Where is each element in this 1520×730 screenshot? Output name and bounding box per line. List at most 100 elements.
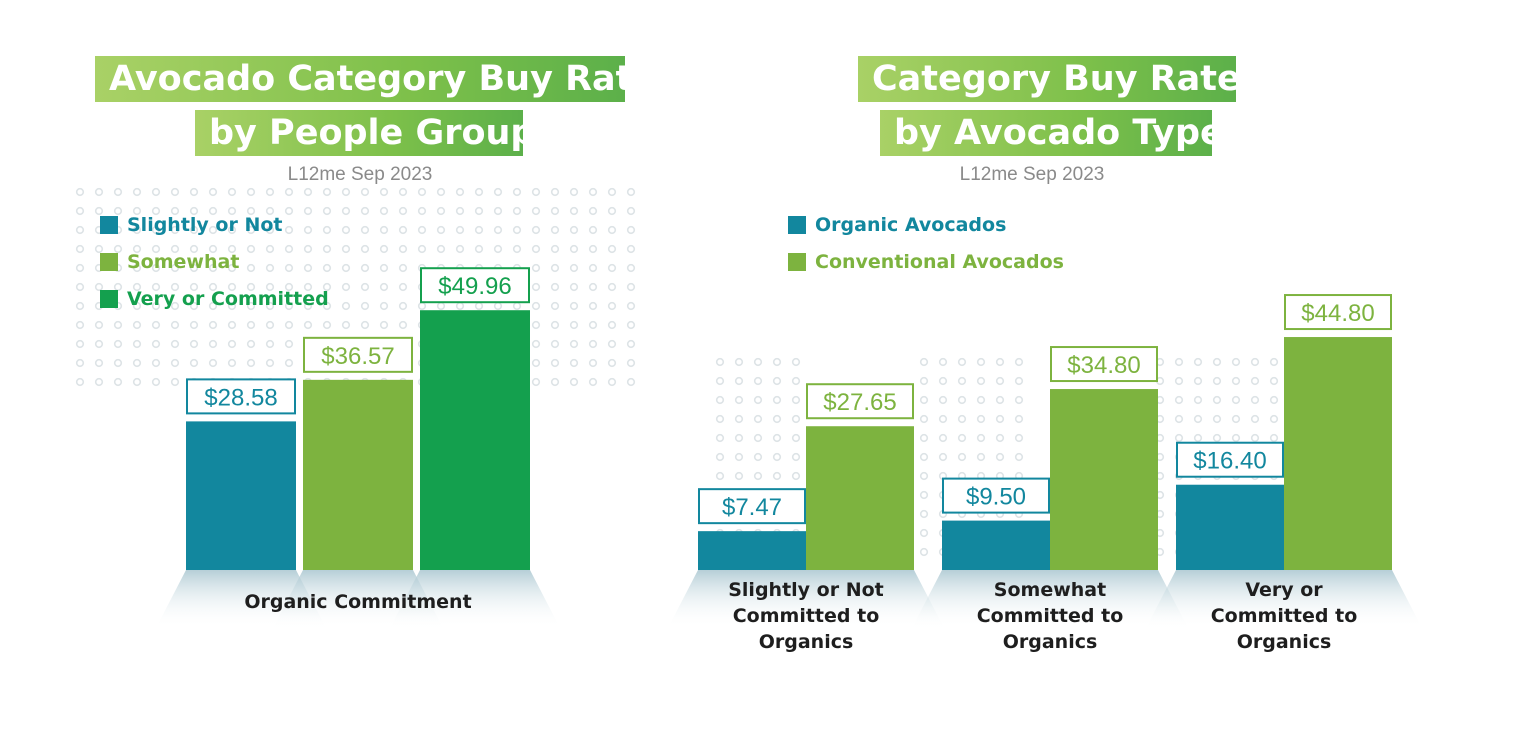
- pattern-dot: [1193, 414, 1203, 424]
- bar-group1-series1: [698, 531, 806, 570]
- pattern-dot: [626, 377, 636, 387]
- pattern-dot: [569, 225, 579, 235]
- pattern-dot: [94, 377, 104, 387]
- pattern-dot: [550, 244, 560, 254]
- value-label: $49.96: [438, 273, 511, 300]
- left-chart-subtitle: L12me Sep 2023: [287, 164, 433, 185]
- pattern-dot: [170, 377, 180, 387]
- pattern-dot: [170, 206, 180, 216]
- category-label-line: Slightly or Not: [728, 579, 884, 601]
- pattern-dot: [455, 206, 465, 216]
- pattern-dot: [607, 377, 617, 387]
- pattern-dot: [189, 301, 199, 311]
- pattern-dot: [607, 244, 617, 254]
- pattern-dot: [791, 414, 801, 424]
- pattern-dot: [919, 414, 929, 424]
- pattern-dot: [791, 357, 801, 367]
- pattern-dot: [1014, 376, 1024, 386]
- pattern-dot: [417, 206, 427, 216]
- pattern-dot: [607, 339, 617, 349]
- pattern-dot: [588, 206, 598, 216]
- pattern-dot: [246, 301, 256, 311]
- pattern-dot: [132, 263, 142, 273]
- pattern-dot: [607, 320, 617, 330]
- left-chart-background: [75, 187, 636, 628]
- pattern-dot: [1269, 433, 1279, 443]
- pattern-dot: [550, 225, 560, 235]
- category-label-line: Organics: [1003, 631, 1098, 653]
- pattern-dot: [531, 301, 541, 311]
- value-label-box: [806, 383, 914, 420]
- pattern-dot: [151, 244, 161, 254]
- pattern-dot: [284, 206, 294, 216]
- pattern-dot: [151, 358, 161, 368]
- pattern-dot: [208, 339, 218, 349]
- pattern-dot: [265, 263, 275, 273]
- pattern-dot: [550, 339, 560, 349]
- pattern-dot: [976, 395, 986, 405]
- pattern-dot: [303, 301, 313, 311]
- pattern-dot: [753, 452, 763, 462]
- value-label-box: [942, 477, 1050, 514]
- category-label-line: Committed to: [733, 605, 880, 627]
- pattern-dot: [303, 187, 313, 197]
- pattern-dot: [75, 358, 85, 368]
- left-legend-item-somewhat: Somewhat: [100, 249, 239, 275]
- pattern-dot: [379, 187, 389, 197]
- pattern-dot: [607, 225, 617, 235]
- pattern-dot: [265, 282, 275, 292]
- pattern-dot: [1174, 376, 1184, 386]
- pattern-dot: [734, 452, 744, 462]
- pattern-dot: [607, 206, 617, 216]
- pattern-dot: [1269, 395, 1279, 405]
- pattern-dot: [772, 433, 782, 443]
- pattern-dot: [995, 452, 1005, 462]
- pattern-dot: [303, 225, 313, 235]
- value-label: $34.80: [1067, 352, 1140, 379]
- pattern-dot: [151, 282, 161, 292]
- pattern-dot: [531, 282, 541, 292]
- pattern-dot: [626, 339, 636, 349]
- pattern-dot: [398, 244, 408, 254]
- value-label: $36.57: [321, 343, 394, 370]
- pattern-dot: [284, 225, 294, 235]
- pattern-dot: [151, 320, 161, 330]
- bar-group2-series2: [1050, 389, 1158, 570]
- pattern-dot: [170, 320, 180, 330]
- pattern-dot: [208, 320, 218, 330]
- pattern-dot: [170, 339, 180, 349]
- pattern-dot: [75, 244, 85, 254]
- pattern-dot: [588, 225, 598, 235]
- pattern-dot: [512, 187, 522, 197]
- pattern-dot: [772, 452, 782, 462]
- value-label-box: [186, 378, 296, 415]
- pattern-dot: [132, 320, 142, 330]
- pattern-dot: [550, 301, 560, 311]
- pattern-dot: [1014, 433, 1024, 443]
- pattern-dot: [113, 187, 123, 197]
- pattern-dot: [151, 263, 161, 273]
- pattern-dot: [170, 244, 180, 254]
- pattern-dot: [341, 282, 351, 292]
- pattern-dot: [531, 320, 541, 330]
- pattern-dot: [113, 282, 123, 292]
- pattern-dot: [1014, 414, 1024, 424]
- pattern-dot: [379, 206, 389, 216]
- pattern-dot: [1231, 376, 1241, 386]
- pattern-dot: [227, 244, 237, 254]
- right-legend-item-organic: Organic Avocados: [788, 212, 1006, 238]
- pattern-dot: [113, 377, 123, 387]
- pattern-dot: [246, 263, 256, 273]
- pattern-dot: [94, 187, 104, 197]
- right-chart-background: [668, 357, 1422, 628]
- pattern-dot: [322, 206, 332, 216]
- x-axis-category-label: Organic Commitment: [244, 591, 471, 613]
- pattern-dot: [398, 187, 408, 197]
- pattern-dot: [246, 225, 256, 235]
- pattern-dot: [734, 433, 744, 443]
- pattern-dot: [1212, 395, 1222, 405]
- pattern-dot: [531, 187, 541, 197]
- pattern-dot: [919, 376, 929, 386]
- pattern-dot: [132, 301, 142, 311]
- left-legend-item-very: Very or Committed: [100, 286, 329, 312]
